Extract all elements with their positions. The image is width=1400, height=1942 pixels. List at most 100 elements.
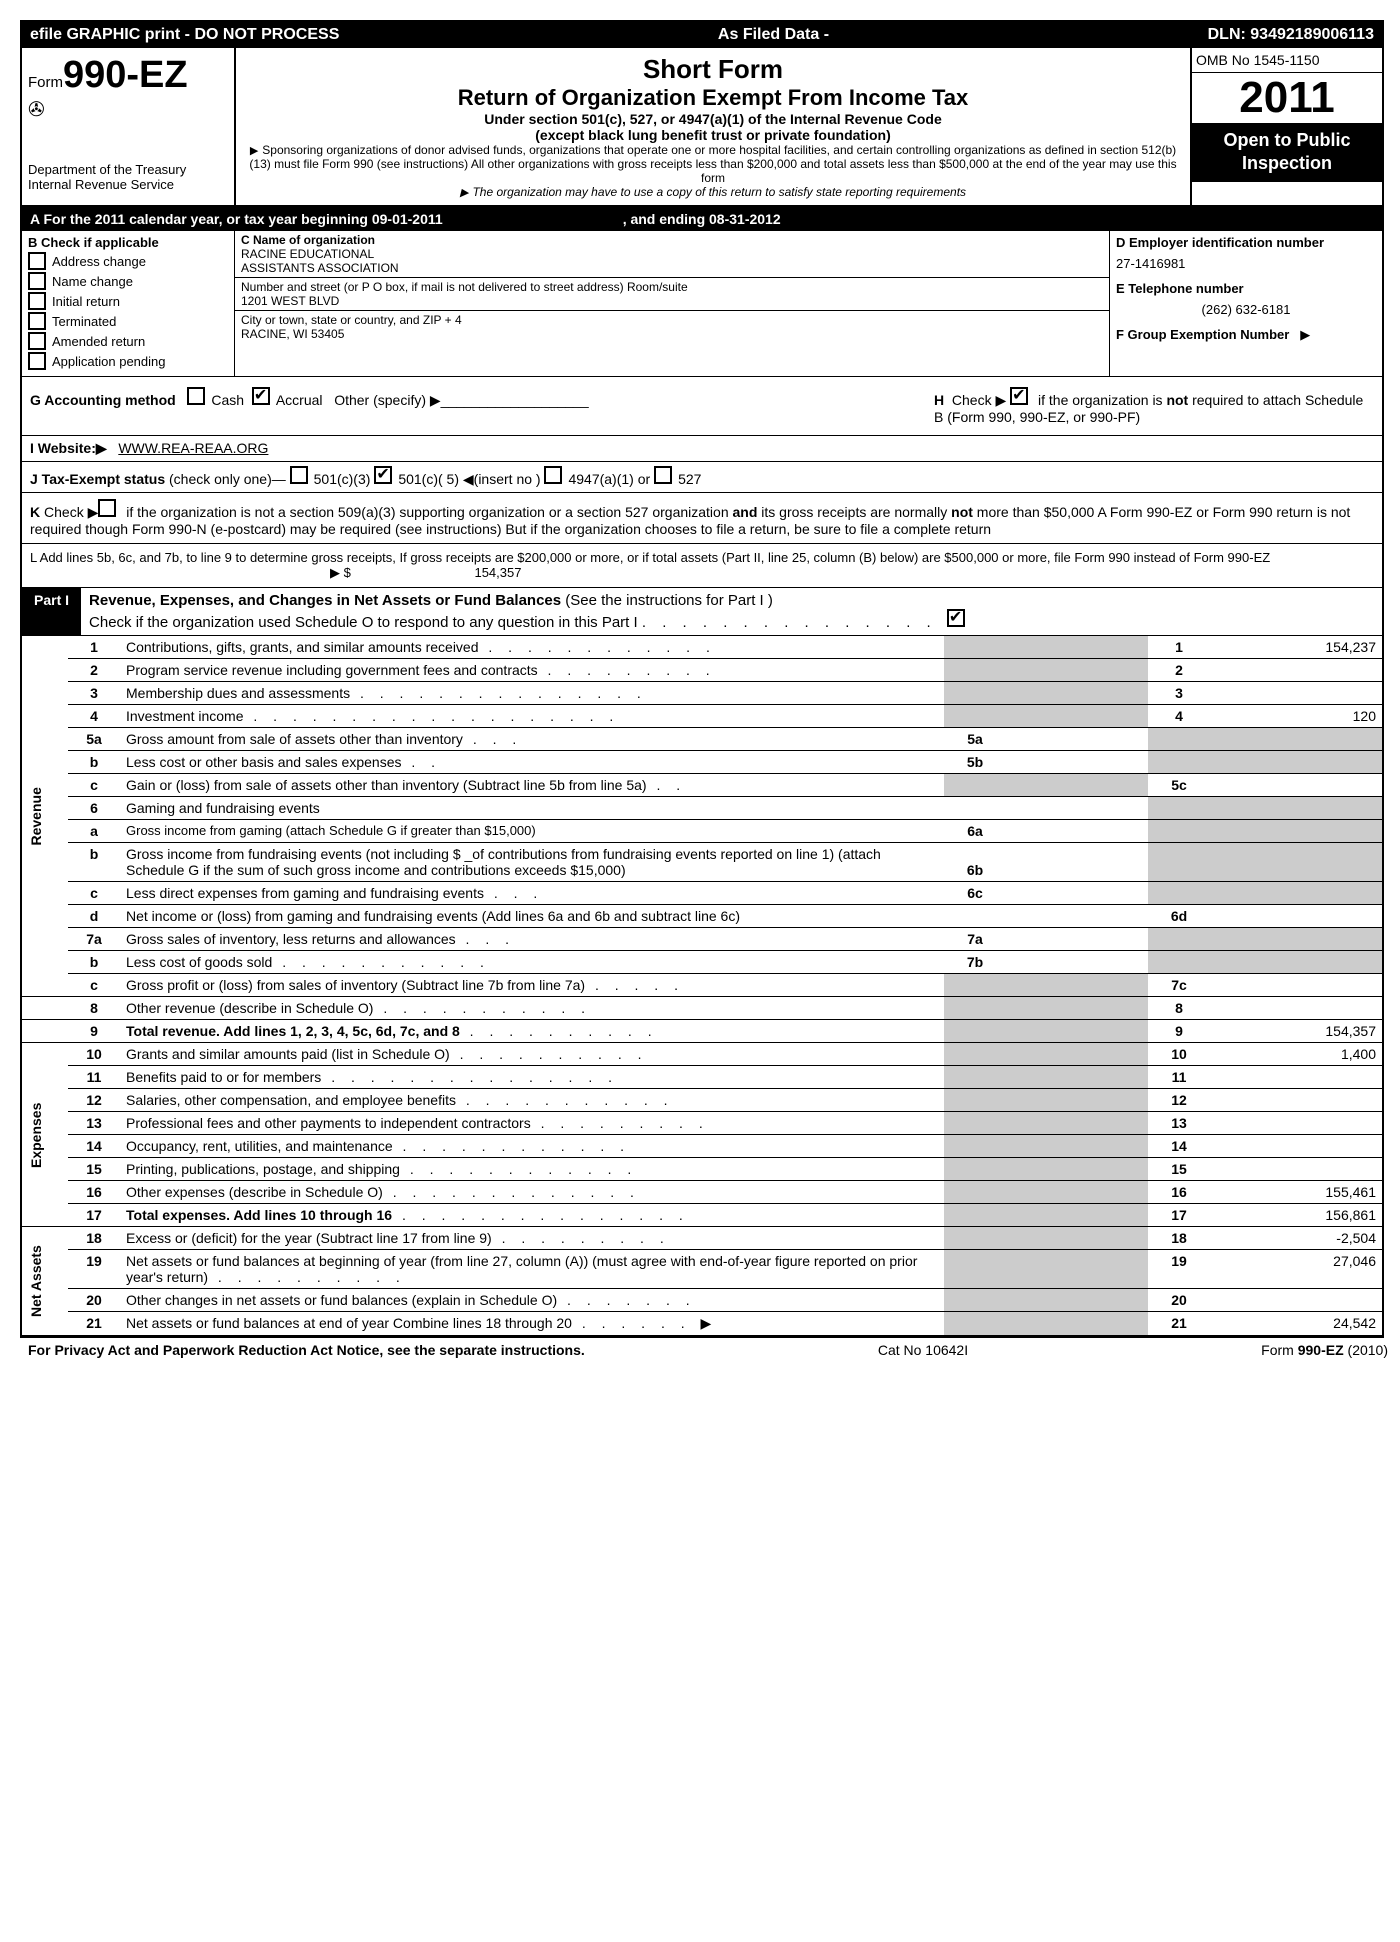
top-bar: efile GRAPHIC print - DO NOT PROCESS As … bbox=[22, 22, 1382, 48]
short-form-title: Short Form bbox=[248, 54, 1178, 85]
section-a-bar: A For the 2011 calendar year, or tax yea… bbox=[22, 207, 1382, 231]
section-b: B Check if applicable Address change Nam… bbox=[22, 231, 235, 376]
line-7a: 7a Gross sales of inventory, less return… bbox=[22, 928, 1382, 951]
footer-row: For Privacy Act and Paperwork Reduction … bbox=[20, 1338, 1396, 1362]
section-j: J Tax-Exempt status (check only one)— 50… bbox=[22, 462, 1382, 493]
open-public-1: Open to Public bbox=[1223, 130, 1350, 150]
k-text: K Check ▶ if the organization is not a s… bbox=[30, 504, 1350, 537]
e-label: E Telephone number bbox=[1116, 281, 1376, 296]
cb-amended[interactable]: Amended return bbox=[28, 332, 228, 350]
line-18: Net Assets 18 Excess or (deficit) for th… bbox=[22, 1227, 1382, 1250]
cb-accrual[interactable] bbox=[252, 387, 270, 405]
section-g: G Accounting method Cash Accrual Other (… bbox=[30, 387, 934, 425]
line-11: 11 Benefits paid to or for members . . .… bbox=[22, 1066, 1382, 1089]
netassets-side-label: Net Assets bbox=[22, 1227, 68, 1336]
cb-initial-return[interactable]: Initial return bbox=[28, 292, 228, 310]
city-label: City or town, state or country, and ZIP … bbox=[241, 313, 462, 327]
g-label: G Accounting method bbox=[30, 392, 176, 408]
footer-mid: Cat No 10642I bbox=[878, 1342, 968, 1358]
line-7c: c Gross profit or (loss) from sales of i… bbox=[22, 974, 1382, 997]
tax-year-end: , and ending 08-31-2012 bbox=[623, 211, 781, 227]
part-1-header: Part I Revenue, Expenses, and Changes in… bbox=[22, 588, 1382, 636]
line-15: 15 Printing, publications, postage, and … bbox=[22, 1158, 1382, 1181]
section-h: H Check ▶ if the organization is not req… bbox=[934, 387, 1374, 425]
efile-label: efile GRAPHIC print - DO NOT PROCESS bbox=[30, 26, 339, 44]
header-center: Short Form Return of Organization Exempt… bbox=[236, 48, 1190, 205]
line-10: Expenses 10 Grants and similar amounts p… bbox=[22, 1043, 1382, 1066]
footer-left: For Privacy Act and Paperwork Reduction … bbox=[28, 1342, 585, 1358]
l-amount: 154,357 bbox=[474, 565, 521, 580]
line-16: 16 Other expenses (describe in Schedule … bbox=[22, 1181, 1382, 1204]
header-row: Form990-EZ ✇ Department of the Treasury … bbox=[22, 48, 1382, 207]
l-text: L Add lines 5b, 6c, and 7b, to line 9 to… bbox=[30, 550, 1270, 565]
tax-year: 2011 bbox=[1192, 73, 1382, 123]
line-7b: b Less cost of goods sold . . . . . . . … bbox=[22, 951, 1382, 974]
line-2: 2 Program service revenue including gove… bbox=[22, 659, 1382, 682]
line-9: 9 Total revenue. Add lines 1, 2, 3, 4, 5… bbox=[22, 1020, 1382, 1043]
under-section: Under section 501(c), 527, or 4947(a)(1)… bbox=[248, 111, 1178, 127]
dept-irs: Internal Revenue Service bbox=[28, 177, 228, 192]
line-6d: d Net income or (loss) from gaming and f… bbox=[22, 905, 1382, 928]
city-value: RACINE, WI 53405 bbox=[241, 327, 344, 341]
cb-527[interactable] bbox=[654, 466, 672, 484]
cb-501c3[interactable] bbox=[290, 466, 308, 484]
line-6: 6 Gaming and fundraising events bbox=[22, 797, 1382, 820]
f-arrow: ▶ bbox=[1300, 327, 1310, 342]
open-public-2: Inspection bbox=[1242, 153, 1332, 173]
omb-number: OMB No 1545-1150 bbox=[1192, 48, 1382, 73]
eagle-icon: ✇ bbox=[28, 97, 228, 122]
l-amount-label: ▶ $ bbox=[330, 565, 351, 580]
cb-schedule-o[interactable] bbox=[947, 609, 965, 627]
cb-pending[interactable]: Application pending bbox=[28, 352, 228, 370]
line-8: 8 Other revenue (describe in Schedule O)… bbox=[22, 997, 1382, 1020]
line-12: 12 Salaries, other compensation, and emp… bbox=[22, 1089, 1382, 1112]
ein-value: 27-1416981 bbox=[1116, 256, 1376, 271]
line-19: 19 Net assets or fund balances at beginn… bbox=[22, 1250, 1382, 1289]
cb-name-change[interactable]: Name change bbox=[28, 272, 228, 290]
line-4: 4 Investment income . . . . . . . . . . … bbox=[22, 705, 1382, 728]
revenue-side-label: Revenue bbox=[22, 636, 68, 997]
f-label: F Group Exemption Number bbox=[1116, 327, 1289, 342]
header-left: Form990-EZ ✇ Department of the Treasury … bbox=[22, 48, 236, 205]
section-c: C Name of organization RACINE EDUCATIONA… bbox=[235, 231, 1110, 376]
org-name-2: ASSISTANTS ASSOCIATION bbox=[241, 261, 399, 275]
phone-value: (262) 632-6181 bbox=[1116, 302, 1376, 317]
website-value: WWW.REA-REAA.ORG bbox=[118, 440, 268, 456]
footer-right: Form 990-EZ (2010) bbox=[1261, 1342, 1388, 1358]
street-value: 1201 WEST BLVD bbox=[241, 294, 339, 308]
line-20: 20 Other changes in net assets or fund b… bbox=[22, 1289, 1382, 1312]
form-number: 990-EZ bbox=[63, 54, 188, 96]
part-1-table: Revenue 1 Contributions, gifts, grants, … bbox=[22, 636, 1382, 1336]
line-17: 17 Total expenses. Add lines 10 through … bbox=[22, 1204, 1382, 1227]
except-text: (except black lung benefit trust or priv… bbox=[248, 127, 1178, 143]
section-bcd-row: B Check if applicable Address change Nam… bbox=[22, 231, 1382, 377]
line-6a: a Gross income from gaming (attach Sched… bbox=[22, 820, 1382, 843]
satisfy-text: The organization may have to use a copy … bbox=[248, 185, 1178, 199]
street-label: Number and street (or P O box, if mail i… bbox=[241, 280, 688, 294]
return-title: Return of Organization Exempt From Incom… bbox=[248, 85, 1178, 111]
sponsor-text: Sponsoring organizations of donor advise… bbox=[248, 143, 1178, 185]
cb-501c[interactable] bbox=[374, 466, 392, 484]
dln-label: DLN: 93492189006113 bbox=[1208, 26, 1374, 44]
c-name-label: C Name of organization bbox=[241, 233, 375, 247]
header-right: OMB No 1545-1150 2011 Open to Public Ins… bbox=[1190, 48, 1382, 205]
cb-address-change[interactable]: Address change bbox=[28, 252, 228, 270]
cb-cash[interactable] bbox=[187, 387, 205, 405]
cb-4947[interactable] bbox=[544, 466, 562, 484]
inspection-box: Open to Public Inspection bbox=[1192, 123, 1382, 182]
section-def: D Employer identification number 27-1416… bbox=[1110, 231, 1382, 376]
section-l: L Add lines 5b, 6c, and 7b, to line 9 to… bbox=[22, 544, 1382, 588]
line-13: 13 Professional fees and other payments … bbox=[22, 1112, 1382, 1135]
line-5c: c Gain or (loss) from sale of assets oth… bbox=[22, 774, 1382, 797]
org-name-1: RACINE EDUCATIONAL bbox=[241, 247, 374, 261]
j-label: J Tax-Exempt status bbox=[30, 471, 165, 487]
line-5b: b Less cost or other basis and sales exp… bbox=[22, 751, 1382, 774]
tax-year-begin: A For the 2011 calendar year, or tax yea… bbox=[30, 211, 443, 227]
line-21: 21 Net assets or fund balances at end of… bbox=[22, 1312, 1382, 1336]
cb-terminated[interactable]: Terminated bbox=[28, 312, 228, 330]
part-1-title: Revenue, Expenses, and Changes in Net As… bbox=[81, 588, 1382, 635]
cb-schedule-b[interactable] bbox=[1010, 387, 1028, 405]
dept-treasury: Department of the Treasury bbox=[28, 162, 228, 177]
section-i: I Website:▶ WWW.REA-REAA.ORG bbox=[22, 436, 1382, 462]
line-3: 3 Membership dues and assessments . . . … bbox=[22, 682, 1382, 705]
